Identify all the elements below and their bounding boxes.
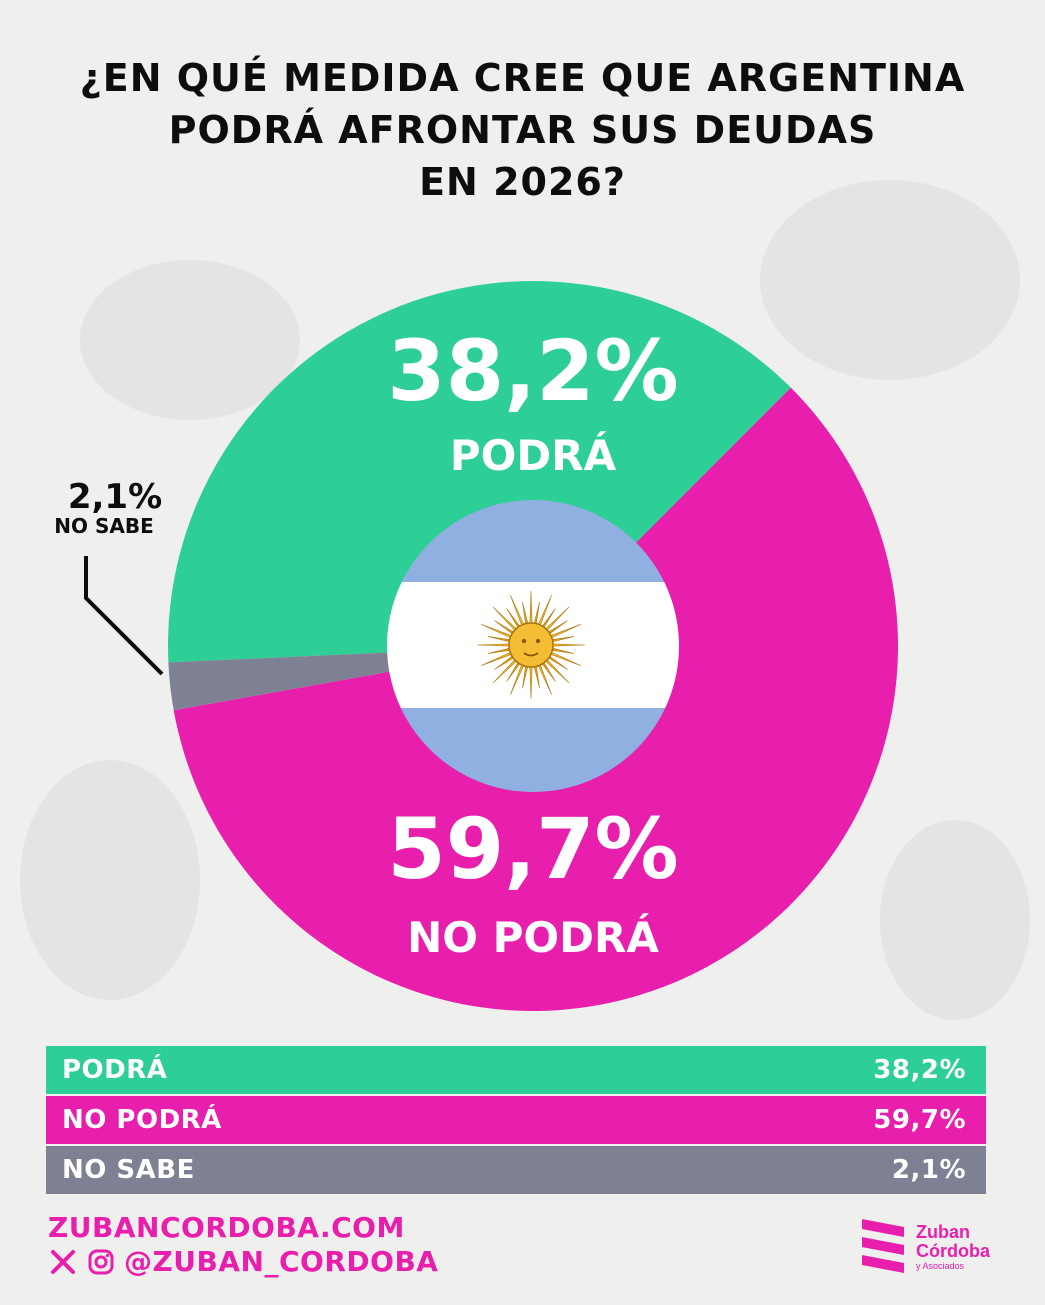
brand-logo: Zuban Córdoba y Asociados xyxy=(858,1217,990,1277)
slice-value-label-no-podra: 59,7% xyxy=(387,800,678,898)
texture-spot xyxy=(20,760,200,1000)
slice-value-label-no-sabe: 2,1% xyxy=(68,477,162,517)
logo-line-3: y Asociados xyxy=(916,1261,965,1271)
chart-title: ¿EN QUÉ MEDIDA CREE QUE ARGENTINA PODRÁ … xyxy=(79,56,966,204)
argentina-flag xyxy=(387,500,679,792)
x-icon[interactable] xyxy=(48,1247,78,1277)
legend-value: 2,1% xyxy=(891,1155,966,1185)
legend-label: PODRÁ xyxy=(62,1055,168,1085)
sun-of-may-icon xyxy=(476,590,586,700)
website-link[interactable]: ZUBANCORDOBA.COM xyxy=(48,1211,405,1244)
texture-spot xyxy=(880,820,1030,1020)
slice-value-label-podra: 38,2% xyxy=(387,322,678,420)
legend-row-no-sabe: NO SABE 2,1% xyxy=(46,1146,986,1194)
legend-label: NO SABE xyxy=(62,1155,195,1185)
sun-eye xyxy=(521,638,527,644)
logo-line-2: Córdoba xyxy=(916,1241,990,1261)
legend-label: NO PODRÁ xyxy=(62,1105,222,1135)
instagram-icon[interactable] xyxy=(86,1247,116,1277)
slice-category-label-no-podra: NO PODRÁ xyxy=(407,912,659,962)
legend-row-podra: PODRÁ 38,2% xyxy=(46,1046,986,1094)
legend-value: 59,7% xyxy=(873,1105,966,1135)
callout-line xyxy=(84,556,164,676)
slice-category-label-no-sabe: NO SABE xyxy=(54,514,154,538)
sun-eye xyxy=(535,638,541,644)
legend-table: PODRÁ 38,2% NO PODRÁ 59,7% NO SABE 2,1% xyxy=(46,1046,986,1196)
sun-mouth xyxy=(523,652,539,657)
slice-category-label-podra: PODRÁ xyxy=(450,430,617,480)
donut-chart: 38,2% PODRÁ 59,7% NO PODRÁ 2,1%NO SABE xyxy=(54,281,899,1011)
legend-value: 38,2% xyxy=(873,1055,966,1085)
texture-spot xyxy=(760,180,1020,380)
sun-face xyxy=(508,622,554,668)
logo-mark-icon xyxy=(862,1219,904,1273)
social-handle[interactable]: @ZUBAN_CORDOBA xyxy=(124,1245,439,1278)
legend-row-no-podra: NO PODRÁ 59,7% xyxy=(46,1096,986,1144)
no-sabe-callout: 2,1%NO SABE xyxy=(54,477,164,676)
logo-text: Zuban Córdoba y Asociados xyxy=(916,1222,990,1272)
social-handles: @ZUBAN_CORDOBA xyxy=(48,1245,438,1278)
texture-spot xyxy=(80,260,300,420)
pie-slice-podra xyxy=(168,281,791,663)
logo-line-1: Zuban xyxy=(916,1222,970,1242)
